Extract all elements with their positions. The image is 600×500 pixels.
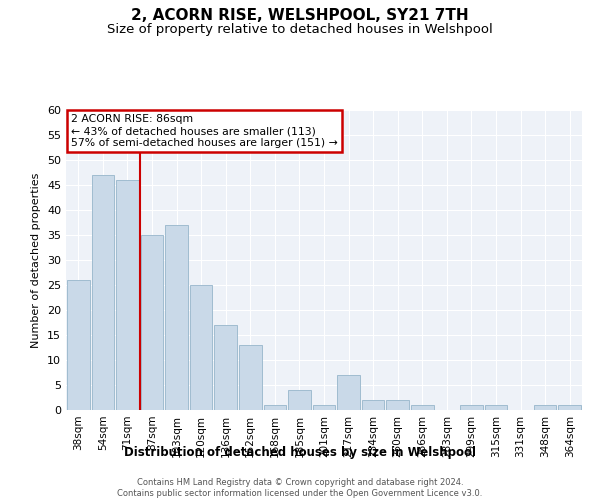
Bar xyxy=(460,405,483,410)
Text: 2, ACORN RISE, WELSHPOOL, SY21 7TH: 2, ACORN RISE, WELSHPOOL, SY21 7TH xyxy=(131,8,469,22)
Bar xyxy=(313,405,335,410)
Bar xyxy=(263,405,286,410)
Bar xyxy=(214,325,237,410)
Bar xyxy=(165,225,188,410)
Text: Size of property relative to detached houses in Welshpool: Size of property relative to detached ho… xyxy=(107,22,493,36)
Text: Distribution of detached houses by size in Welshpool: Distribution of detached houses by size … xyxy=(124,446,476,459)
Bar xyxy=(190,285,212,410)
Bar xyxy=(411,405,434,410)
Bar xyxy=(559,405,581,410)
Bar xyxy=(288,390,311,410)
Bar xyxy=(337,375,360,410)
Bar xyxy=(239,345,262,410)
Bar xyxy=(534,405,556,410)
Text: 2 ACORN RISE: 86sqm
← 43% of detached houses are smaller (113)
57% of semi-detac: 2 ACORN RISE: 86sqm ← 43% of detached ho… xyxy=(71,114,338,148)
Bar xyxy=(67,280,89,410)
Bar xyxy=(116,180,139,410)
Bar xyxy=(362,400,385,410)
Y-axis label: Number of detached properties: Number of detached properties xyxy=(31,172,41,348)
Bar xyxy=(485,405,508,410)
Text: Contains HM Land Registry data © Crown copyright and database right 2024.
Contai: Contains HM Land Registry data © Crown c… xyxy=(118,478,482,498)
Bar xyxy=(386,400,409,410)
Bar xyxy=(140,235,163,410)
Bar xyxy=(92,175,114,410)
